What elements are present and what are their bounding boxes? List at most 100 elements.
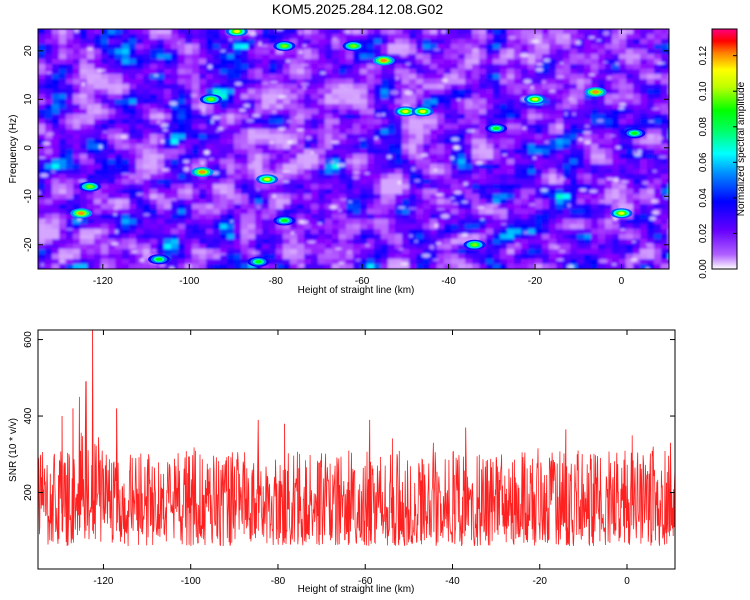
heatmap-cell [269,149,277,155]
heatmap-cell [164,149,172,155]
heatmap-cell [115,54,123,60]
heatmap-cell [381,204,389,210]
heatmap-cell [220,209,228,215]
heatmap-cell [73,79,81,85]
heatmap-cell [549,109,557,115]
heatmap-cell [521,259,529,265]
heatmap-cell [458,174,466,180]
heatmap-cell [157,224,165,230]
heatmap-cell [81,81,85,87]
heatmap-cell [255,154,263,160]
heatmap-cell [577,94,585,100]
heatmap-cell [80,139,88,145]
heatmap-cell [528,74,536,80]
heatmap-cell [472,124,480,130]
heatmap-cell [605,234,613,240]
heatmap-cell [584,229,592,235]
heatmap-cell [479,149,487,155]
heatmap-cell [227,84,235,90]
heatmap-cell [150,134,158,140]
heatmap-cell [164,44,172,50]
heatmap-cell [507,29,515,35]
heatmap-cell [367,224,375,230]
heatmap-cell [360,219,368,225]
heatmap-cell [45,254,53,260]
heatmap-cell [213,109,221,115]
heatmap-cell [577,59,585,65]
heatmap-cell [395,234,403,240]
heatmap-cell [423,159,431,165]
heatmap-cell [304,94,312,100]
heatmap-cell [619,264,627,269]
heatmap-cell [633,64,641,70]
heatmap-cell [185,219,193,225]
heatmap-cell [598,189,606,195]
heatmap-cell [101,204,109,210]
heatmap-cell [458,264,466,269]
heatmap-cell [549,239,557,245]
heatmap-cell [241,74,249,80]
heatmap-cell [409,54,417,60]
heatmap-cell [514,59,522,65]
heatmap-cell [73,224,81,230]
heatmap-cell [101,104,109,110]
heatmap-cell [227,224,235,230]
heatmap-cell [661,139,669,145]
heatmap-cell [416,149,424,155]
heatmap-cell [605,159,613,165]
heatmap-cell [598,59,606,65]
heatmap-cell [437,34,445,40]
heatmap-cell [185,149,193,155]
heatmap-cell [458,74,466,80]
heatmap-cell [276,259,284,265]
heatmap-cell [227,64,235,70]
heatmap-cell [563,194,571,200]
heatmap-cell [570,109,578,115]
heatmap-cell [605,219,613,225]
heatmap-cell [171,94,179,100]
heatmap-cell [157,249,165,255]
heatmap-cell [332,114,340,120]
heatmap-cell [633,259,641,265]
heatmap-cell [479,214,487,220]
heatmap-cell [472,114,480,120]
heatmap-cell [108,74,116,80]
heatmap-cell [367,39,375,45]
heatmap-cell [465,134,473,140]
heatmap-cell [556,149,564,155]
heatmap-cell [500,99,508,105]
heatmap-cell [304,109,312,115]
heatmap-cell [549,254,557,260]
heatmap-cell [318,234,326,240]
heatmap-cell [248,159,256,165]
heatmap-cell [311,109,319,115]
heatmap-cell [115,139,123,145]
heatmap-cell [479,234,487,240]
heatmap-cell [584,184,592,190]
heatmap-cell [311,34,319,40]
heatmap-cell [549,189,557,195]
heatmap-cell [269,34,277,40]
heatmap-cell [213,154,221,160]
heatmap-cell [619,219,627,225]
heatmap-cell [73,44,81,50]
heatmap-cell [463,182,469,186]
heatmap-cell [535,174,543,180]
heatmap-cell [388,84,396,90]
heatmap-cell [45,109,53,115]
heatmap-cell [493,234,501,240]
heatmap-cell [535,234,543,240]
heatmap-cell [276,224,284,230]
heatmap-cell [444,94,452,100]
heatmap-cell [619,154,627,160]
heatmap-cell [227,174,235,180]
heatmap-cell [59,39,67,45]
heatmap-cell [612,164,620,170]
heatmap-cell [108,134,116,140]
heatmap-cell [609,134,616,137]
heatmap-cell [171,199,179,205]
heatmap-cell [556,134,564,140]
heatmap-cell [381,89,389,95]
heatmap-cell [507,244,515,250]
heatmap-cell [199,64,207,70]
